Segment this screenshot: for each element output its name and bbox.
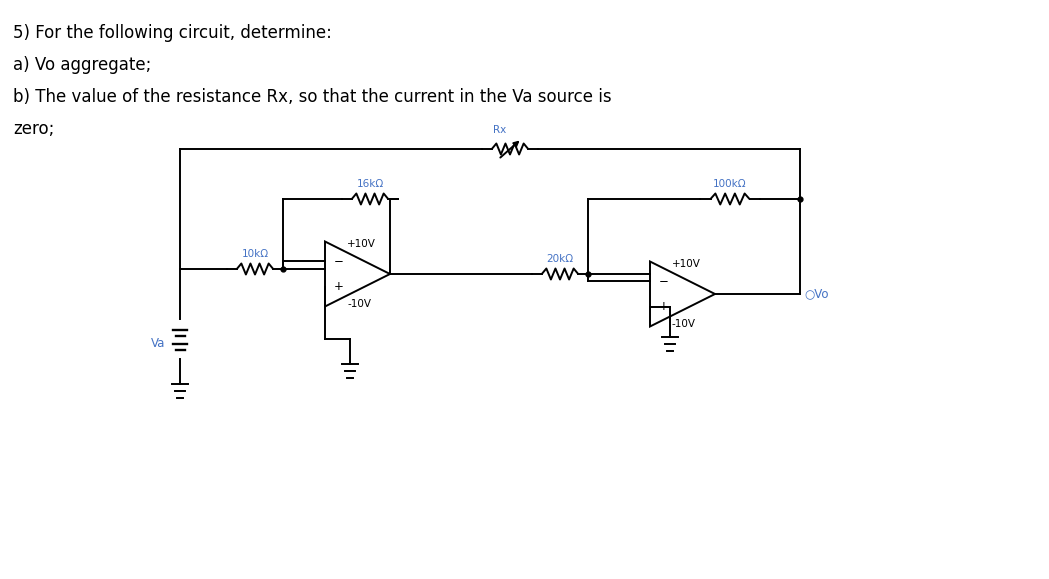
Text: −: − <box>334 255 344 267</box>
Text: -10V: -10V <box>672 319 695 329</box>
Text: Va: Va <box>151 338 165 350</box>
Text: −: − <box>659 274 669 288</box>
Text: zero;: zero; <box>13 120 55 138</box>
Text: 100kΩ: 100kΩ <box>713 179 747 189</box>
Text: +: + <box>334 280 344 294</box>
Text: a) Vo aggregate;: a) Vo aggregate; <box>13 56 151 74</box>
Text: Rx: Rx <box>493 125 507 135</box>
Text: b) The value of the resistance Rx, so that the current in the Va source is: b) The value of the resistance Rx, so th… <box>13 88 612 106</box>
Text: -10V: -10V <box>347 299 371 309</box>
Text: 16kΩ: 16kΩ <box>357 179 384 189</box>
Text: 5) For the following circuit, determine:: 5) For the following circuit, determine: <box>13 24 331 42</box>
Text: 20kΩ: 20kΩ <box>547 254 574 264</box>
Text: ○Vo: ○Vo <box>804 288 829 301</box>
Text: +10V: +10V <box>347 239 376 249</box>
Text: +10V: +10V <box>672 259 701 269</box>
Text: 10kΩ: 10kΩ <box>241 249 269 259</box>
Text: +: + <box>659 301 669 313</box>
